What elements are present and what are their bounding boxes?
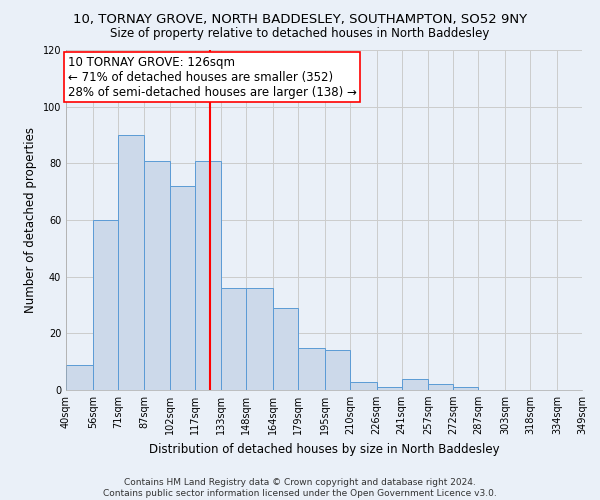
Bar	[273, 308, 298, 390]
Text: Contains HM Land Registry data © Crown copyright and database right 2024.
Contai: Contains HM Land Registry data © Crown c…	[103, 478, 497, 498]
Bar	[350, 382, 377, 390]
Bar	[377, 387, 401, 390]
Bar	[221, 288, 247, 390]
Text: 10, TORNAY GROVE, NORTH BADDESLEY, SOUTHAMPTON, SO52 9NY: 10, TORNAY GROVE, NORTH BADDESLEY, SOUTH…	[73, 12, 527, 26]
Text: Size of property relative to detached houses in North Baddesley: Size of property relative to detached ho…	[110, 28, 490, 40]
X-axis label: Distribution of detached houses by size in North Baddesley: Distribution of detached houses by size …	[149, 442, 499, 456]
Bar	[298, 348, 325, 390]
Bar	[145, 160, 170, 390]
Bar	[170, 186, 194, 390]
Bar	[66, 364, 93, 390]
Bar	[247, 288, 273, 390]
Bar	[401, 378, 428, 390]
Bar	[93, 220, 118, 390]
Bar	[325, 350, 350, 390]
Y-axis label: Number of detached properties: Number of detached properties	[24, 127, 37, 313]
Bar	[194, 160, 221, 390]
Bar	[454, 387, 478, 390]
Bar	[428, 384, 454, 390]
Bar	[118, 135, 145, 390]
Text: 10 TORNAY GROVE: 126sqm
← 71% of detached houses are smaller (352)
28% of semi-d: 10 TORNAY GROVE: 126sqm ← 71% of detache…	[68, 56, 356, 98]
